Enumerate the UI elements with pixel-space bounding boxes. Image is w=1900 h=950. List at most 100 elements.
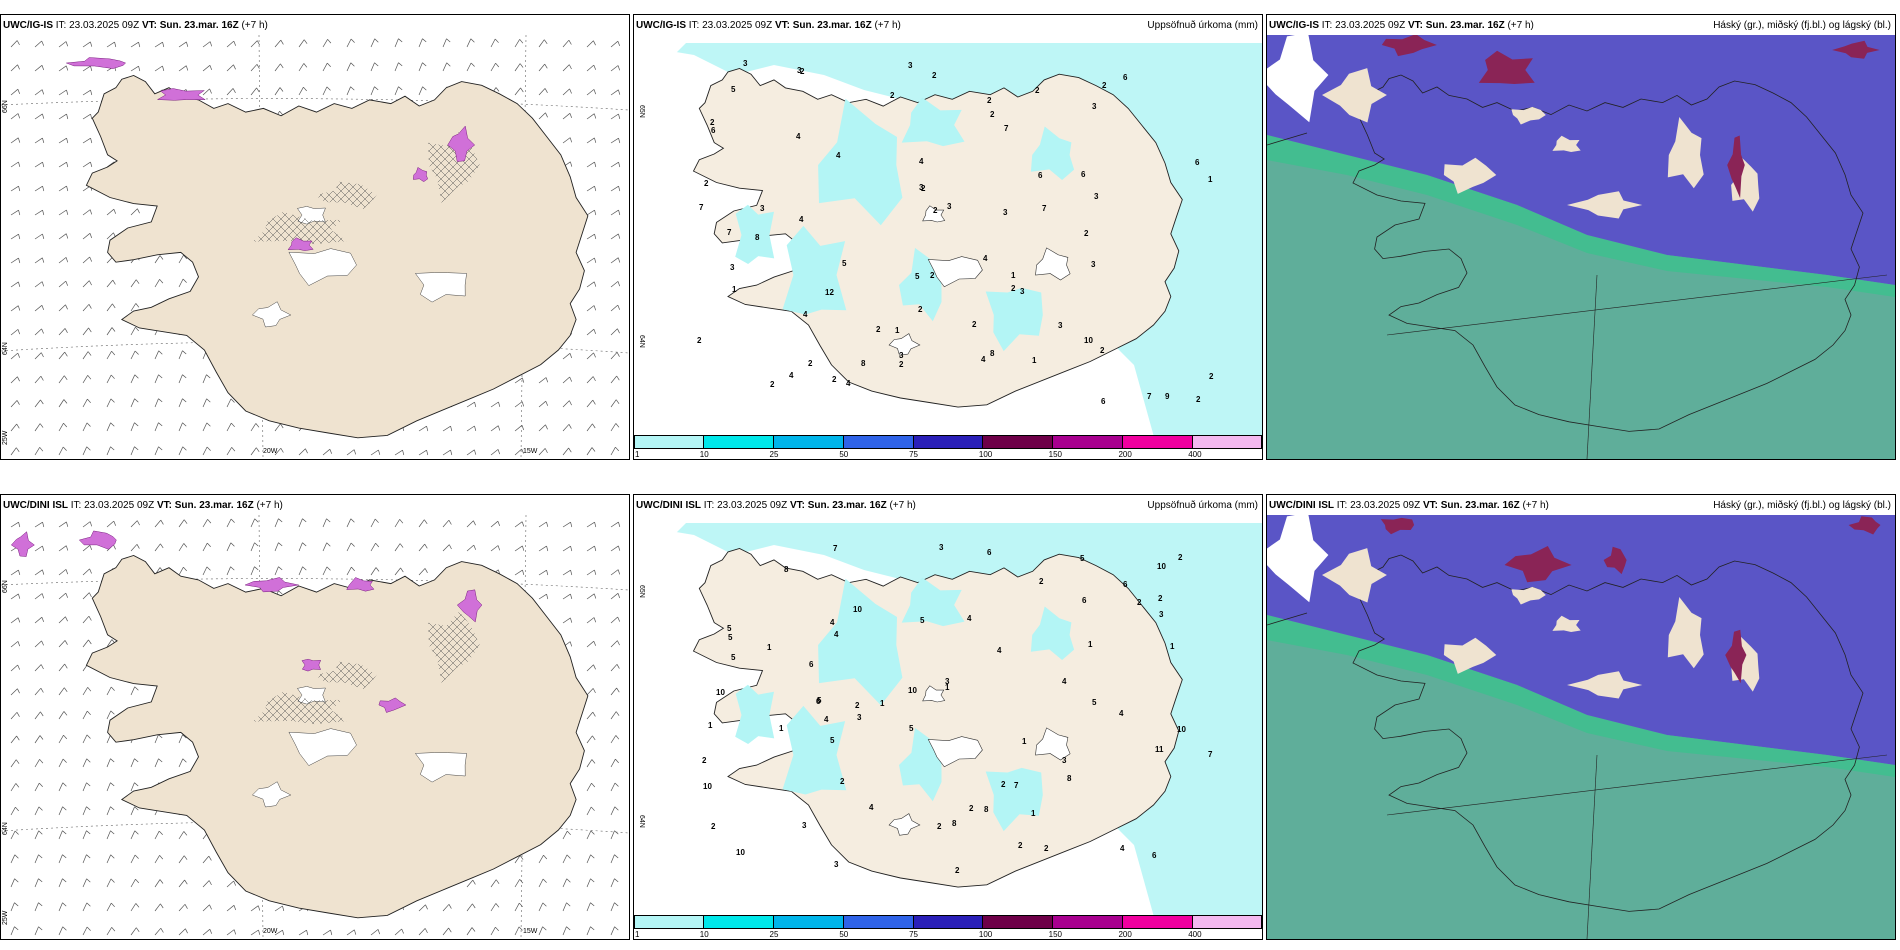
wind-barb xyxy=(34,735,41,744)
wind-barb xyxy=(130,422,135,432)
wind-barb xyxy=(586,328,595,336)
wind-barb xyxy=(82,137,91,144)
glacier xyxy=(1035,727,1071,761)
precip-value: 5 xyxy=(830,736,835,745)
precip-value: 7 xyxy=(727,228,732,237)
wind-barb xyxy=(538,88,546,96)
wind-barb xyxy=(202,422,208,432)
wind-barb xyxy=(490,63,496,72)
precip-value: 6 xyxy=(1123,73,1128,82)
precip-value: 6 xyxy=(987,548,992,557)
snow-precip-area xyxy=(66,57,127,69)
colorbar-cell xyxy=(1053,435,1124,449)
precip-value: 4 xyxy=(1062,677,1067,686)
wind-barb xyxy=(538,926,543,936)
wind-barb xyxy=(82,734,88,744)
wind-barb xyxy=(178,928,186,936)
wind-barb xyxy=(106,327,113,336)
high-cloud-area xyxy=(1603,546,1627,575)
wind-barb xyxy=(586,806,592,816)
wind-barb xyxy=(538,63,545,72)
wind-barb xyxy=(154,519,162,528)
wind-barb xyxy=(106,830,111,840)
precip-value: 1 xyxy=(732,285,737,294)
wind-barb xyxy=(586,902,591,912)
wind-barb xyxy=(10,305,19,312)
precip-value: 3 xyxy=(919,183,924,192)
precip-value: 10 xyxy=(1177,725,1186,734)
wind-barb xyxy=(58,878,63,888)
wind-barb xyxy=(82,782,87,792)
precip-value: 7 xyxy=(699,203,704,212)
wind-barb xyxy=(514,855,521,864)
wind-barb xyxy=(442,38,447,48)
wind-barb xyxy=(514,87,521,96)
vt-label: VT: xyxy=(789,500,805,511)
wind-barb xyxy=(58,446,64,456)
high-cloud-area xyxy=(1380,517,1415,535)
wind-barb xyxy=(442,62,448,72)
wind-barb xyxy=(34,89,43,96)
wind-barb xyxy=(82,830,87,840)
precip-value: 2 xyxy=(969,804,974,813)
wind-barb xyxy=(58,926,64,936)
colorbar-label: 200 xyxy=(1118,930,1132,939)
precip-value: 2 xyxy=(840,777,845,786)
precip-value: 2 xyxy=(1100,346,1105,355)
wind-barb xyxy=(58,209,67,216)
colorbar-cell xyxy=(1123,435,1194,449)
wind-barb xyxy=(10,712,18,720)
precip-value: 7 xyxy=(833,544,838,553)
wind-barb xyxy=(514,926,520,936)
colorbar-label: 150 xyxy=(1048,450,1063,459)
wind-barb xyxy=(610,257,619,264)
wind-barb xyxy=(82,615,90,624)
vt-label: VT: xyxy=(1407,20,1423,31)
wind-barb xyxy=(202,542,208,552)
model-name: UWC/IG-IS xyxy=(3,20,53,31)
wind-barb xyxy=(202,519,208,528)
precip-value: 2 xyxy=(933,206,938,215)
wind-barb xyxy=(514,902,520,912)
it-value: 23.03.2025 09Z xyxy=(84,500,155,511)
wind-barb xyxy=(562,137,571,144)
wind-barb xyxy=(82,41,91,48)
wind-barb xyxy=(586,423,593,432)
wind-barb xyxy=(154,41,163,48)
wind-barb xyxy=(610,423,617,432)
wind-barb xyxy=(586,376,594,384)
wind-barb xyxy=(202,855,210,864)
wind-barb xyxy=(610,735,617,744)
wind-barb xyxy=(394,38,399,48)
wind-barb xyxy=(346,86,351,96)
wind-barb xyxy=(10,854,16,864)
wind-barb xyxy=(130,686,136,696)
it-value: 23.03.2025 09Z xyxy=(1350,500,1421,511)
precip-value: 8 xyxy=(952,819,957,828)
precip-area xyxy=(735,204,775,264)
precip-value: 2 xyxy=(1102,81,1107,90)
precip-value: 4 xyxy=(803,310,808,319)
clear-land xyxy=(1322,548,1387,603)
boundary-line xyxy=(1386,274,1888,336)
wind-barb xyxy=(82,687,88,696)
low-cloud-band xyxy=(1267,135,1895,297)
mid-cloud-area xyxy=(1267,515,1895,765)
wind-barb xyxy=(202,566,208,576)
wind-barb xyxy=(82,113,91,120)
wind-barb xyxy=(442,449,451,456)
colorbar-cells xyxy=(634,915,1262,929)
precip-value: 3 xyxy=(857,713,862,722)
wind-barb xyxy=(130,927,137,936)
precip-value: 8 xyxy=(984,805,989,814)
panel-cloud-dini: UWC/IG-IS UWC/DINI ISL IT: 23.03.2025 09… xyxy=(1266,494,1896,940)
wind-barb xyxy=(106,878,112,888)
it-value: 23.03.2025 09Z xyxy=(702,20,773,31)
wind-barb xyxy=(346,518,352,528)
colorbar-frame xyxy=(634,915,1262,929)
wind-barb xyxy=(418,86,423,96)
precip-value: 2 xyxy=(876,325,881,334)
clear-sea xyxy=(1267,515,1329,603)
model-name: UWC/IG-IS xyxy=(1269,20,1319,31)
colorbar-label: 50 xyxy=(839,930,849,939)
